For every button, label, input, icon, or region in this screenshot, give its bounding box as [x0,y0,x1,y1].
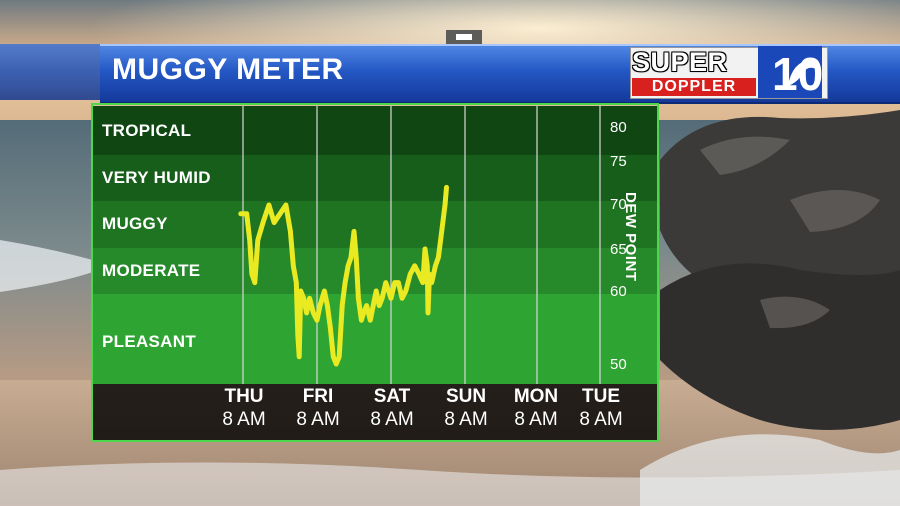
x-day-thu: THU [224,386,264,407]
dew-point-line [238,184,449,367]
comfort-label-tropical: TROPICAL [102,121,192,140]
wave-icon [788,60,818,86]
comfort-label-very-humid: VERY HUMID [102,168,211,187]
x-time-sat: 8 AM [370,409,414,430]
y-tick-65: 65 [610,241,627,258]
x-day-tue: TUE [582,386,620,407]
page-title: MUGGY METER [112,53,344,86]
logo-super-text: SUPER [632,47,728,77]
y-tick-70: 70 [610,196,627,213]
logo-ten-mark: 10 [758,46,822,98]
x-time-tue: 8 AM [579,409,623,430]
x-day-mon: MON [513,386,559,407]
y-axis-label: DEW POINT [622,192,639,282]
dew-point-series [238,184,449,367]
comfort-bands [93,106,657,384]
logo-doppler-text: DOPPLER [632,78,756,96]
x-axis-panel [91,384,659,442]
comfort-label-moderate: MODERATE [102,261,201,280]
x-day-sun: SUN [445,386,487,407]
y-tick-75: 75 [610,153,627,170]
x-time-thu: 8 AM [222,409,266,430]
x-time-fri: 8 AM [296,409,340,430]
y-tick-80: 80 [610,119,627,136]
band-tropical [93,106,657,155]
title-bar-left-cap [0,44,100,100]
comfort-label-muggy: MUGGY [102,214,168,233]
x-day-fri: FRI [302,386,334,407]
day-gridlines [242,106,601,384]
x-time-mon: 8 AM [514,409,558,430]
band-very-humid [93,155,657,201]
y-tick-50: 50 [610,356,627,373]
x-time-sun: 8 AM [444,409,488,430]
y-tick-60: 60 [610,283,627,300]
band-muggy [93,201,657,248]
comfort-label-pleasant: PLEASANT [102,332,197,351]
x-day-sat: SAT [373,386,411,407]
chart-frame [91,103,659,442]
band-moderate [93,248,657,294]
